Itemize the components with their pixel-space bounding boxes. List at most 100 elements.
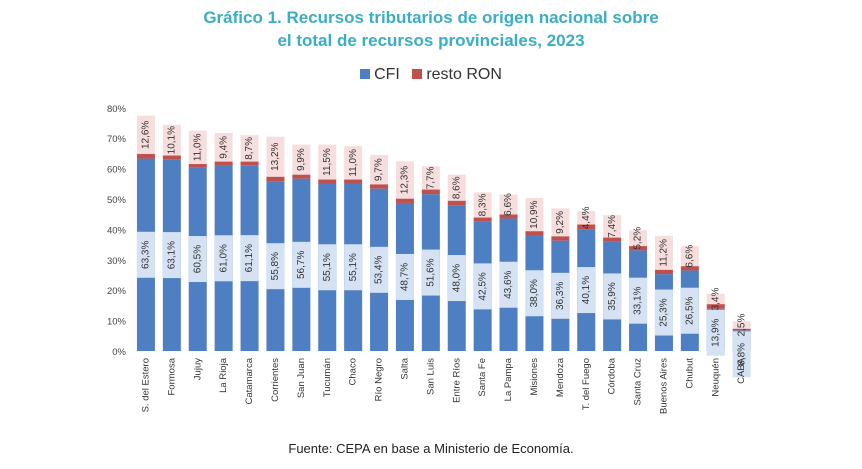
- cfi-label-box: [654, 289, 673, 336]
- cfi-label-box: [214, 235, 233, 282]
- cfi-label-box: [551, 272, 570, 319]
- bar-resto: [732, 328, 751, 331]
- y-tick-label: 60%: [107, 165, 127, 176]
- cfi-label-box: [188, 236, 207, 283]
- cfi-label-box: [292, 241, 311, 288]
- data-label-cfi: 6,8%: [736, 343, 747, 366]
- data-label-resto: 9,7%: [374, 158, 385, 181]
- data-label-cfi: 33,1%: [633, 286, 644, 314]
- upper-label-box: [551, 208, 570, 237]
- upper-label-box: [188, 130, 207, 165]
- data-label-cfi: 48,0%: [451, 264, 462, 292]
- category-label: Chubut: [684, 358, 695, 389]
- cfi-label-box: [318, 244, 337, 291]
- data-label-cfi: 26,5%: [684, 296, 695, 324]
- bar-resto: [240, 161, 259, 166]
- category-label: Tucumán: [322, 358, 333, 397]
- chart-title-line2: el total de recursos provinciales, 2023: [277, 31, 585, 50]
- category-label: San Juan: [296, 358, 307, 398]
- upper-label-box: [525, 198, 544, 232]
- bar-resto: [654, 269, 673, 275]
- cfi-label-box: [447, 255, 466, 302]
- category-label: San Luis: [425, 358, 436, 395]
- category-label: Neuquén: [710, 358, 721, 397]
- cfi-label-box: [732, 331, 751, 378]
- bar-resto: [525, 231, 544, 236]
- data-label-cfi: 56,7%: [296, 251, 307, 279]
- category-label: Río Negro: [374, 358, 385, 401]
- category-label: Entre Ríos: [451, 358, 462, 403]
- category-label: Salta: [399, 357, 410, 379]
- data-label-resto: 10,1%: [166, 126, 177, 154]
- data-label-cfi: 55,1%: [322, 253, 333, 281]
- bar-resto: [473, 217, 492, 222]
- data-label-resto: 5,2%: [633, 227, 644, 250]
- upper-label-box: [266, 136, 285, 177]
- data-label-cfi: 61,0%: [218, 244, 229, 272]
- source-note: Fuente: CEPA en base a Ministerio de Eco…: [288, 441, 574, 456]
- data-label-resto: 12,3%: [400, 166, 411, 194]
- upper-label-box: [629, 230, 648, 247]
- data-label-cfi: 48,7%: [400, 263, 411, 291]
- y-tick-label: 40%: [107, 225, 127, 236]
- chart-title-line1: Gráfico 1. Recursos tributarios de orige…: [203, 8, 659, 27]
- cfi-label-box: [499, 261, 518, 308]
- data-label-resto: 11,5%: [322, 148, 333, 176]
- legend-item-resto: resto RON: [412, 66, 502, 84]
- bar-resto: [421, 189, 440, 195]
- data-label-cfi: 38,0%: [529, 279, 540, 307]
- y-tick-label: 50%: [107, 195, 127, 206]
- upper-label-box: [162, 124, 181, 156]
- legend-item-cfi: CFI: [360, 66, 400, 84]
- category-label: CABA: [736, 357, 747, 384]
- data-label-cfi: 61,1%: [244, 244, 255, 272]
- bar-resto: [499, 214, 518, 219]
- bar-resto: [266, 176, 285, 182]
- category-label: Santa Fe: [477, 358, 488, 397]
- data-label-resto: 8,6%: [451, 176, 462, 199]
- cfi-label-box: [577, 267, 596, 314]
- data-label-resto: 9,4%: [218, 136, 229, 159]
- data-label-resto: 11,0%: [348, 149, 359, 177]
- data-label-resto: 12,6%: [141, 121, 152, 149]
- cfi-label-box: [473, 263, 492, 310]
- category-label: La Pampa: [503, 357, 514, 401]
- bar-resto: [680, 266, 699, 271]
- cfi-label-box: [240, 235, 259, 282]
- y-tick-label: 0%: [112, 347, 126, 358]
- upper-label-box: [370, 154, 389, 185]
- data-label-resto: 11,2%: [659, 239, 670, 267]
- cfi-label-box: [421, 249, 440, 296]
- upper-label-box: [318, 144, 337, 180]
- category-label: Córdoba: [607, 357, 618, 394]
- data-label-resto: 4,4%: [581, 206, 592, 229]
- category-label: Corrientes: [270, 358, 281, 402]
- data-label-cfi: 55,1%: [348, 253, 359, 281]
- upper-label-box: [654, 235, 673, 270]
- bar-resto: [629, 246, 648, 251]
- data-label-cfi: 63,1%: [166, 241, 177, 269]
- legend-label-resto: resto RON: [426, 66, 502, 83]
- upper-label-box: [344, 146, 363, 180]
- data-label-cfi: 60,5%: [192, 245, 203, 273]
- y-tick-label: 20%: [107, 286, 127, 297]
- category-label: Mendoza: [555, 357, 566, 397]
- bar-resto: [136, 154, 155, 159]
- bar-resto: [370, 184, 389, 189]
- bar-resto: [162, 155, 181, 160]
- cfi-label-box: [680, 287, 699, 334]
- legend-swatch-resto: [412, 69, 423, 79]
- data-label-cfi: 36,3%: [555, 282, 566, 310]
- category-label: T. del Fuego: [581, 358, 592, 410]
- legend-label-cfi: CFI: [374, 66, 400, 83]
- cfi-label-box: [525, 270, 544, 317]
- category-label: S. del Estero: [140, 358, 151, 412]
- data-label-resto: 9,9%: [296, 148, 307, 171]
- bar-resto: [577, 224, 596, 230]
- legend: CFI resto RON: [0, 66, 862, 84]
- cfi-label-box: [162, 232, 181, 279]
- cfi-label-box: [395, 253, 414, 300]
- cfi-label-box: [603, 273, 622, 320]
- data-label-cfi: 51,6%: [425, 258, 436, 286]
- category-label: Misiones: [529, 358, 540, 396]
